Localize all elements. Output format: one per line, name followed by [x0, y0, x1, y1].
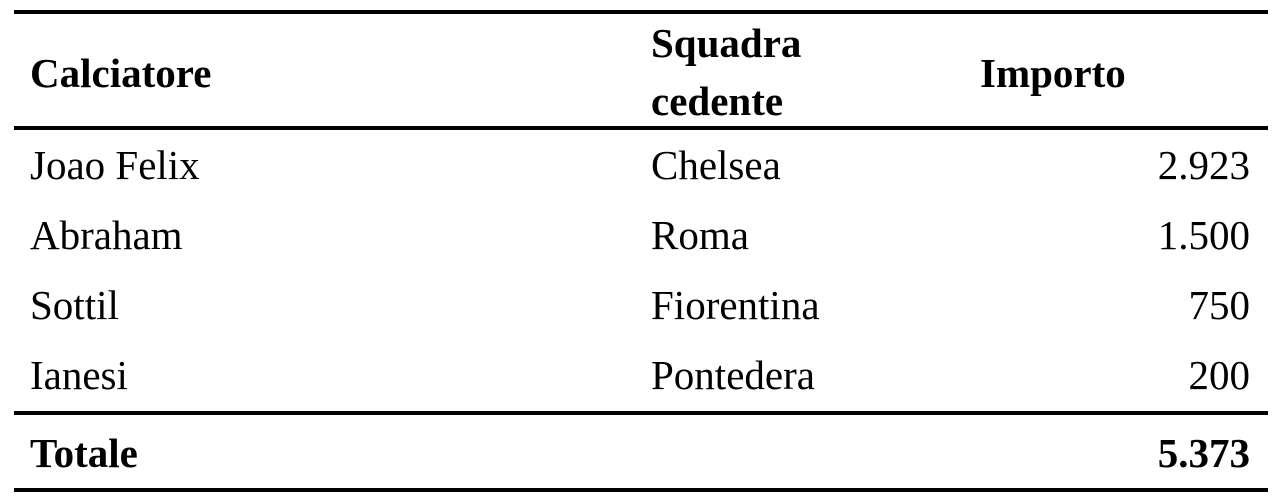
cell-amount: 1.500 — [1157, 212, 1250, 258]
header-amount: Importo — [980, 50, 1126, 96]
cell-amount: 200 — [1188, 352, 1251, 398]
header-player: Calciatore — [30, 50, 212, 96]
cell-team: Pontedera — [651, 352, 815, 398]
total-label: Totale — [30, 430, 138, 476]
cell-team: Chelsea — [651, 142, 781, 188]
total-amount: 5.373 — [1157, 430, 1250, 476]
header-rule — [14, 126, 1268, 130]
header-team-line2: cedente — [651, 78, 784, 124]
cell-team: Roma — [651, 212, 749, 258]
cell-amount: 2.923 — [1157, 142, 1250, 188]
cell-team: Fiorentina — [651, 282, 820, 328]
cell-amount: 750 — [1188, 282, 1251, 328]
top-rule — [14, 10, 1268, 14]
cell-player: Ianesi — [30, 352, 128, 398]
cell-player: Sottil — [30, 282, 119, 328]
cell-player: Joao Felix — [30, 142, 200, 188]
bottom-rule — [14, 488, 1268, 492]
header-team-line1: Squadra — [651, 20, 802, 66]
cell-player: Abraham — [30, 212, 183, 258]
total-rule — [14, 411, 1268, 415]
